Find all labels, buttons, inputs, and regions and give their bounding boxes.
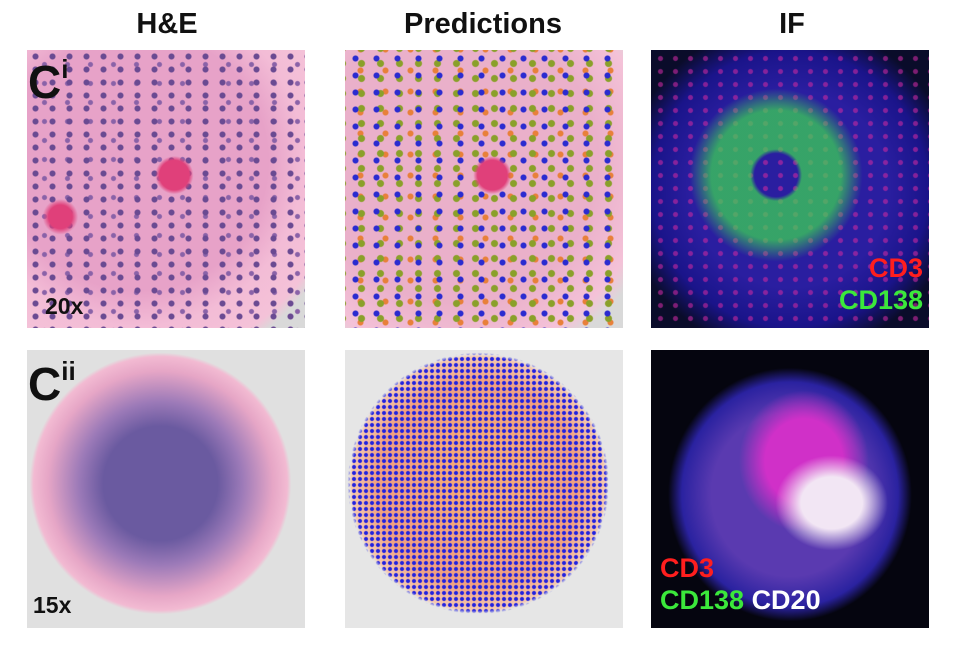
prediction-image <box>345 50 623 328</box>
column-header: Predictions <box>404 8 562 40</box>
marker-label: CD3 <box>660 553 715 583</box>
he-image <box>27 50 305 328</box>
marker-label: CD138 <box>660 585 745 615</box>
if-legend-line: CD3 <box>660 552 821 584</box>
if-image <box>651 350 929 628</box>
row-superscript: i <box>61 54 69 84</box>
if-legend-line: CD138 <box>839 284 923 316</box>
row-label: Cii <box>28 356 76 411</box>
marker-label: CD138 <box>838 285 923 315</box>
column-header: H&E <box>136 8 198 40</box>
row-superscript: ii <box>61 356 76 386</box>
prediction-image <box>345 350 623 628</box>
marker-label: CD3 <box>868 253 923 283</box>
if-legend: CD3 CD138 <box>839 252 923 316</box>
if-legend: CD3 CD138 CD20 <box>660 552 821 616</box>
marker-label: CD20 <box>751 585 821 615</box>
if-image <box>651 50 929 328</box>
column-header: IF <box>779 8 805 40</box>
row-letter: C <box>28 358 62 410</box>
row-letter: C <box>28 56 62 108</box>
magnification: 20x <box>45 293 84 319</box>
if-legend-line: CD3 <box>839 252 923 284</box>
he-image <box>27 350 305 628</box>
row-label: Ci <box>28 54 68 109</box>
if-legend-line: CD138 CD20 <box>660 584 821 616</box>
magnification: 15x <box>33 592 72 618</box>
